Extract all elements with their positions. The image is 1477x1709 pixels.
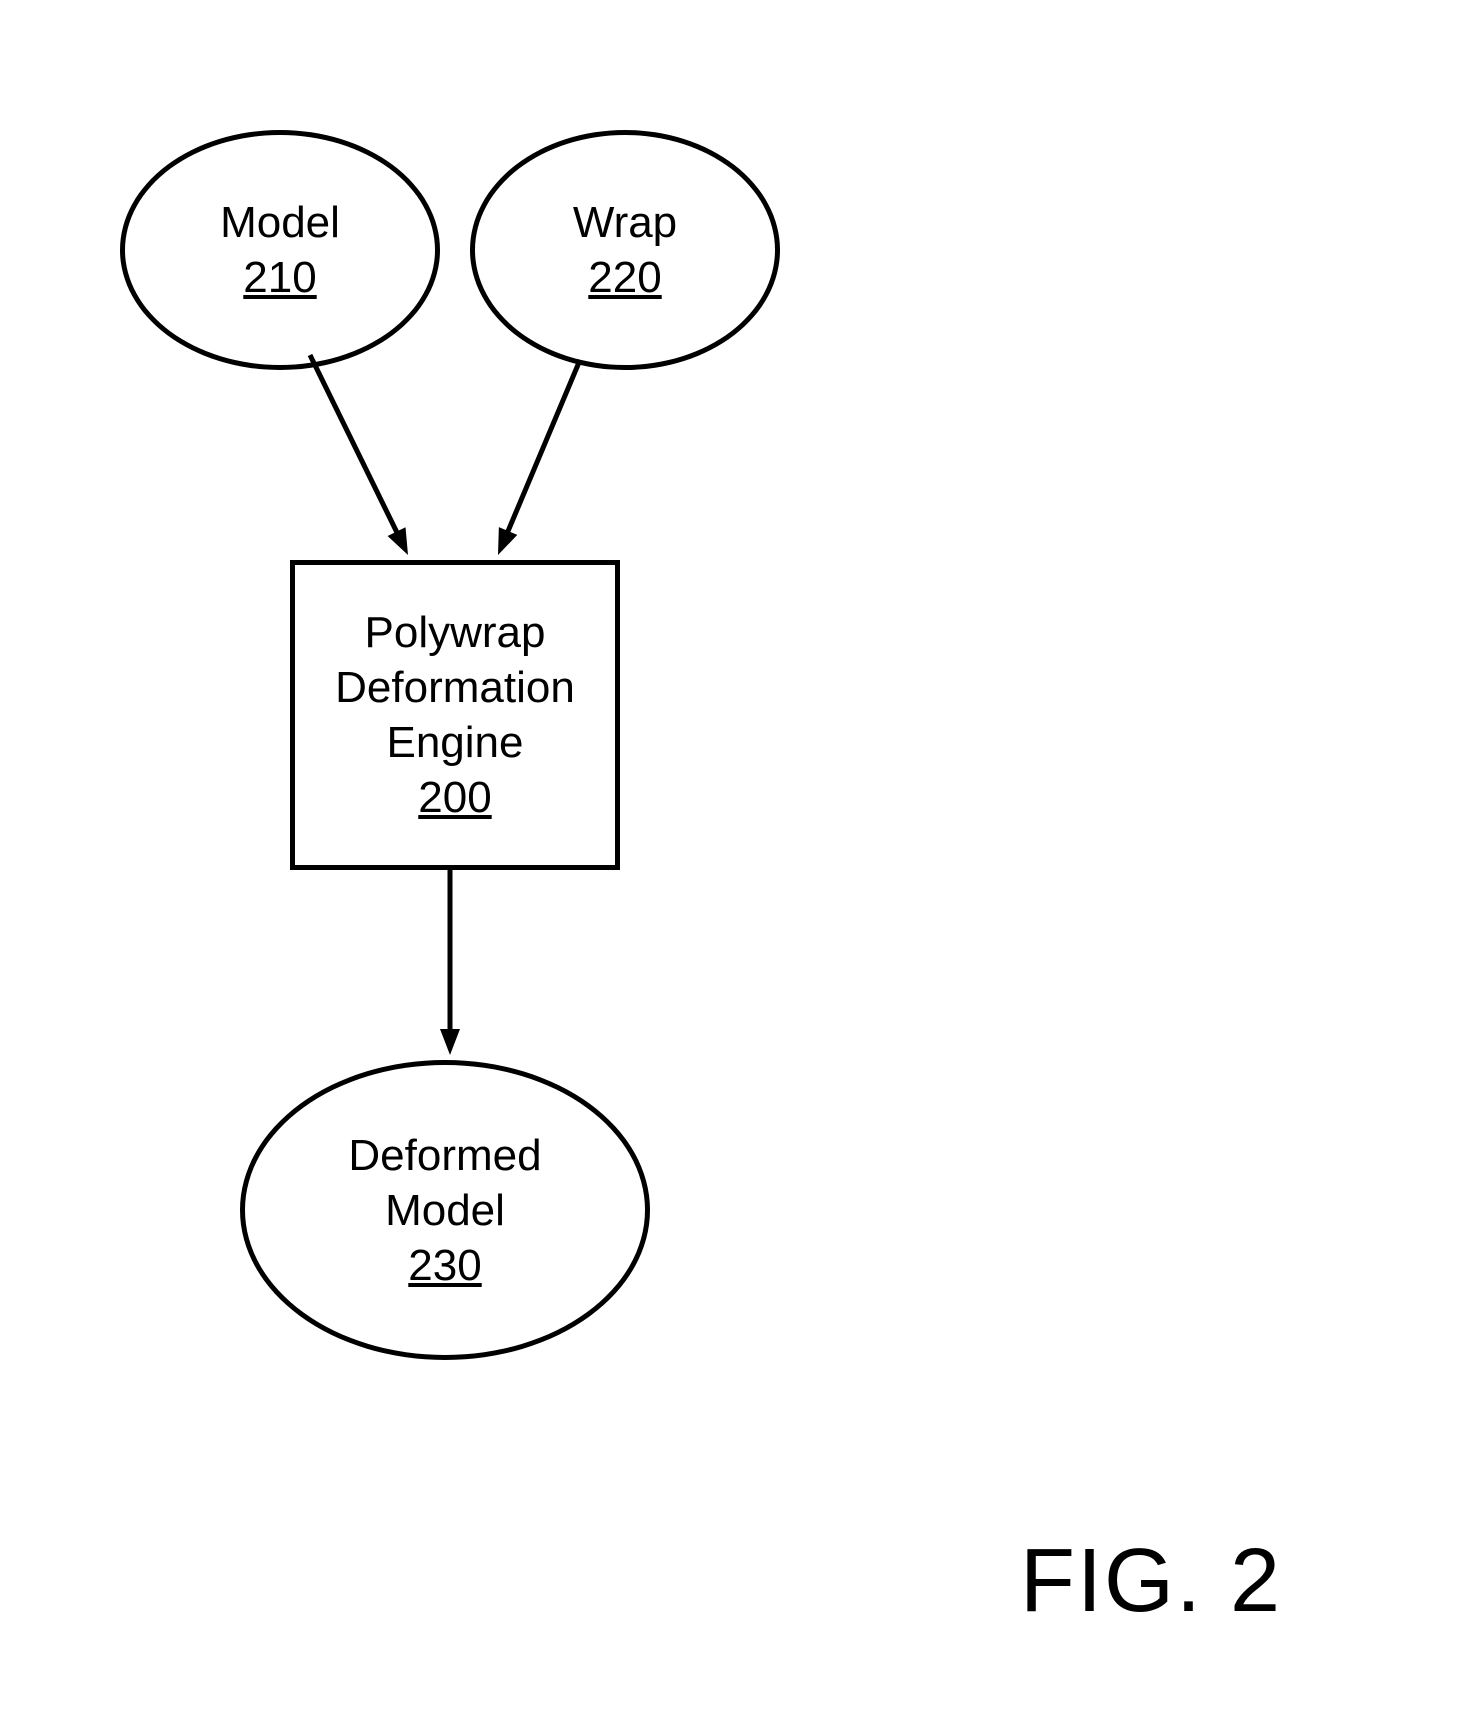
node-engine-label: Polywrap Deformation Engine [335,605,575,770]
node-wrap-label: Wrap [573,195,677,250]
node-wrap-ref: 220 [588,250,661,305]
node-engine: Polywrap Deformation Engine 200 [290,560,620,870]
node-deformed-ref: 230 [408,1238,481,1293]
figure-label: FIG. 2 [1020,1530,1282,1633]
node-model-ref: 210 [243,250,316,305]
node-deformed-label: Deformed Model [348,1128,541,1238]
node-model: Model 210 [120,130,440,370]
node-model-label: Model [220,195,340,250]
node-wrap: Wrap 220 [470,130,780,370]
node-engine-ref: 200 [418,770,491,825]
diagram-canvas: Model 210 Wrap 220 Polywrap Deformation … [0,0,1477,1709]
node-deformed: Deformed Model 230 [240,1060,650,1360]
figure-label-text: FIG. 2 [1020,1531,1282,1631]
